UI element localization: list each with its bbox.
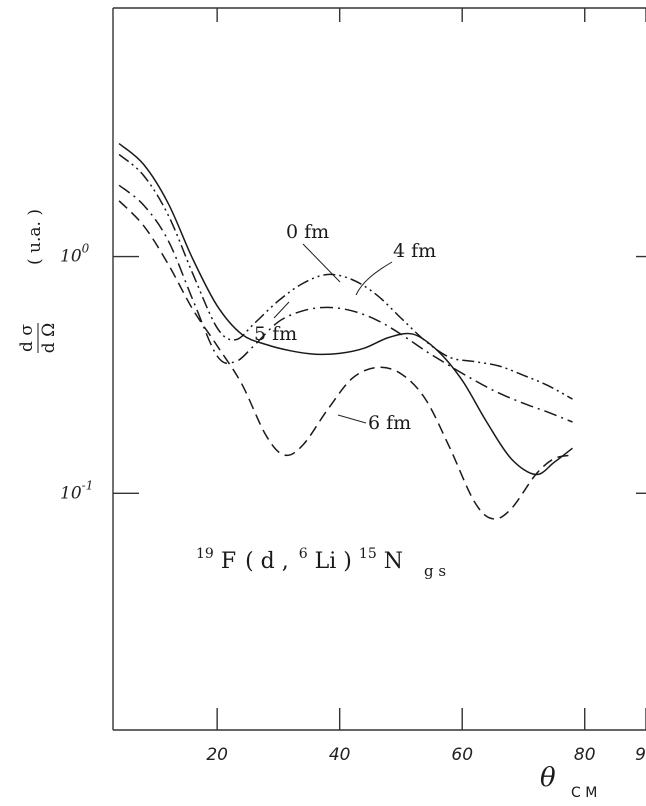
- ylabel-unit: ( u.a. ): [25, 209, 45, 265]
- xlabel-theta: θ: [540, 763, 556, 793]
- leader-4fm: [355, 261, 393, 296]
- reaction-mid: ( d ,: [245, 549, 289, 574]
- curve-label-6fm: 6 fm: [368, 412, 411, 434]
- x-tick-label-80: 80: [574, 745, 596, 765]
- x-axis-label: θ C M: [540, 763, 597, 801]
- x-ticks: 20 40 60 80 90: [206, 8, 646, 765]
- curves: [118, 143, 573, 520]
- plot-frame: [112, 7, 646, 731]
- x-tick-label-60: 60: [451, 745, 473, 765]
- reaction-sup-15: 15: [359, 546, 377, 562]
- xlabel-subscript: C M: [571, 785, 597, 801]
- ylabel-numerator: d σ: [17, 324, 37, 352]
- curve-label-0fm: 0 fm: [286, 221, 329, 243]
- y-tick-label-0: 100: [60, 242, 90, 267]
- ylabel-denominator: d Ω: [39, 323, 59, 353]
- y-tick-exponent-0: 0: [82, 242, 90, 256]
- x-tick-label-20: 20: [206, 745, 228, 765]
- reaction-elem-f: F: [221, 549, 236, 574]
- curve-label-5fm: 5 fm: [254, 323, 297, 345]
- reaction-elem-li: Li ): [315, 549, 352, 574]
- y-axis-label: d σ d Ω ( u.a. ): [17, 209, 59, 353]
- reaction-sub-gs: g s: [424, 562, 446, 580]
- curve-4fm: [118, 153, 573, 400]
- y-tick-label-1: 10-1: [60, 478, 93, 503]
- reaction-formula: 19 F ( d , 6 Li ) 15 N g s: [196, 539, 446, 580]
- y-tick-mantissa-0: 10: [60, 247, 82, 267]
- curve-labels: 0 fm 4 fm 5 fm 6 fm: [254, 221, 436, 434]
- reaction-label: 19 F ( d , 6 Li ) 15 N g s: [196, 539, 446, 580]
- leader-5fm: [273, 301, 290, 319]
- x-tick-label-40: 40: [329, 745, 351, 765]
- leader-6fm: [337, 414, 367, 424]
- x-tick-label-90: 90: [635, 745, 646, 765]
- curve-5fm: [118, 184, 573, 423]
- reaction-sup-6: 6: [299, 546, 308, 562]
- curve-label-4fm: 4 fm: [393, 240, 436, 262]
- reaction-sup-19: 19: [196, 546, 214, 562]
- curve-6fm: [118, 200, 573, 520]
- y-tick-exponent-1: -1: [82, 478, 94, 492]
- reaction-elem-n: N: [384, 549, 403, 574]
- leader-0fm: [302, 243, 341, 283]
- curve-0fm: [118, 143, 573, 476]
- y-tick-mantissa-1: 10: [60, 483, 82, 503]
